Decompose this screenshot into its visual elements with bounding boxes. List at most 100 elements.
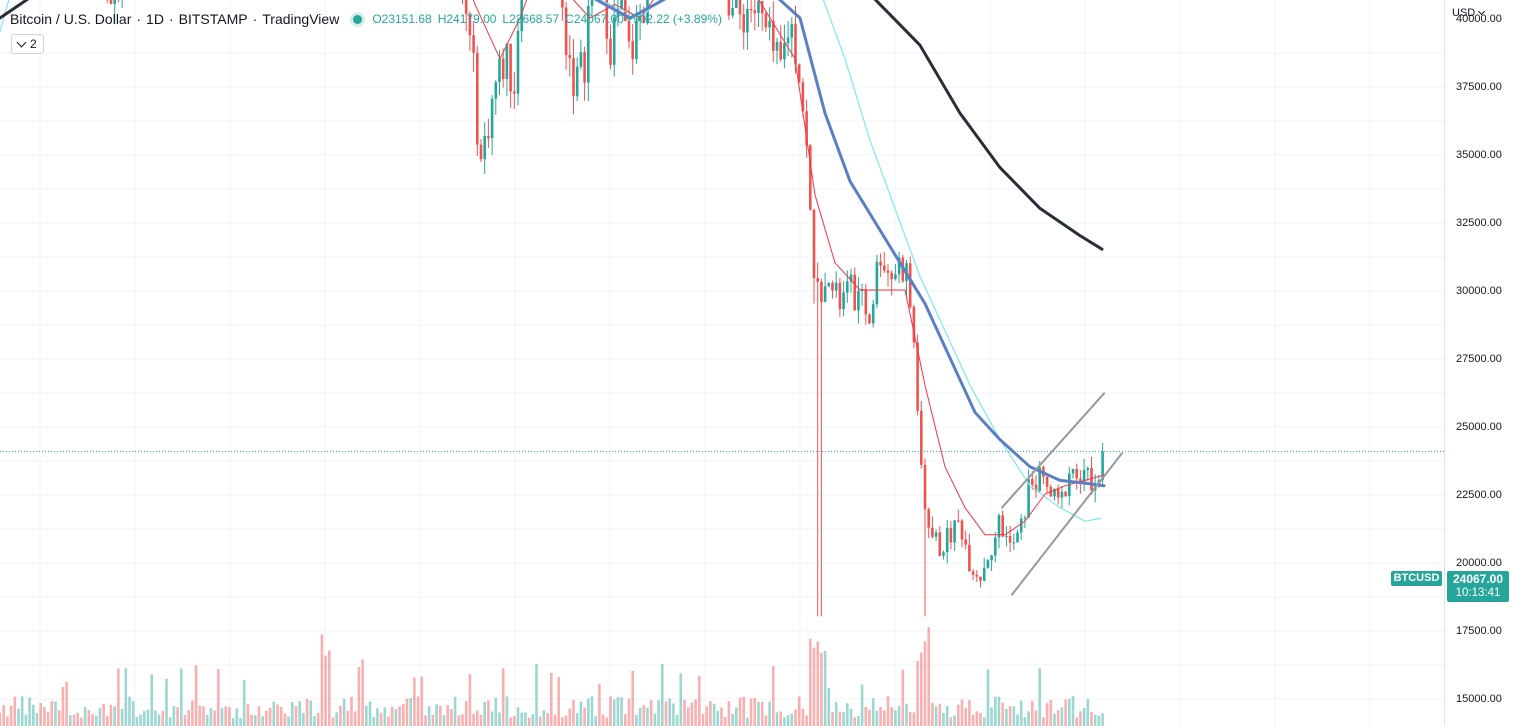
volume-bar <box>305 698 309 726</box>
candle <box>827 282 831 287</box>
candle <box>942 550 945 560</box>
candle <box>735 0 738 9</box>
volume-bar <box>43 707 46 726</box>
volume-bar <box>735 707 738 726</box>
candle <box>960 519 964 548</box>
change-value: +902.22 (+3.89%) <box>625 12 722 26</box>
volume-bar <box>712 703 716 726</box>
candle <box>520 0 523 43</box>
volume-bar <box>353 711 357 726</box>
volume-bar <box>402 703 405 726</box>
volume-bar <box>642 705 646 726</box>
candle <box>812 208 816 304</box>
candle <box>727 0 731 20</box>
volume-bar <box>564 715 568 726</box>
volume-bar <box>435 704 438 726</box>
volume-bar <box>609 696 612 726</box>
volume-bar <box>923 641 927 726</box>
volume-bar <box>180 668 183 726</box>
volume-bar <box>339 705 342 726</box>
volume-bar <box>979 712 982 726</box>
volume-bar <box>80 717 83 726</box>
volume-bar <box>102 703 105 726</box>
volume-bar <box>76 712 79 726</box>
volume-bar <box>1075 717 1078 726</box>
indicators-collapse-button[interactable]: 2 <box>11 34 44 54</box>
volume-bar <box>228 707 231 726</box>
volume-bar <box>857 716 860 726</box>
currency-selector[interactable]: USD <box>1452 7 1486 19</box>
candle <box>920 400 923 469</box>
volume-series <box>0 627 1104 726</box>
candle <box>864 284 868 325</box>
candle <box>1012 533 1016 550</box>
volume-bar <box>450 709 453 726</box>
volume-bar <box>953 715 956 726</box>
volume-bar <box>986 669 990 726</box>
volume-bar <box>513 715 516 726</box>
candle <box>746 0 749 50</box>
volume-bar <box>901 669 905 726</box>
volume-bar <box>1053 713 1056 726</box>
market-status-icon <box>353 14 363 24</box>
candle <box>1005 526 1008 547</box>
volume-bar <box>302 712 305 726</box>
volume-bar <box>128 696 131 726</box>
candle <box>590 0 594 18</box>
volume-bar <box>727 701 731 726</box>
volume-bar <box>809 638 812 726</box>
interval-label[interactable]: 1D <box>146 11 164 27</box>
volume-bar <box>457 715 461 726</box>
candle <box>975 570 979 583</box>
volume-bar <box>209 708 213 726</box>
volume-bar <box>383 707 387 726</box>
channel-lower-line <box>1011 452 1123 596</box>
candle <box>823 272 827 303</box>
volume-bar <box>686 707 690 726</box>
volume-bar <box>842 712 845 726</box>
candle <box>1008 525 1012 553</box>
candle <box>809 143 812 211</box>
volume-bar <box>531 714 535 726</box>
candle <box>886 263 890 287</box>
volume-bar <box>601 714 605 726</box>
volume-bar <box>250 714 253 726</box>
candle <box>923 458 927 617</box>
volume-bar <box>620 697 623 726</box>
volume-bar <box>405 698 409 726</box>
candle <box>509 43 512 108</box>
volume-bar <box>690 702 694 726</box>
candle <box>1086 466 1090 481</box>
volume-bar <box>868 709 871 726</box>
volume-bar <box>368 701 372 726</box>
volume-bar <box>1001 702 1004 726</box>
volume-bar <box>661 664 664 726</box>
volume-bar <box>46 712 50 726</box>
candle <box>113 0 116 25</box>
volume-bar <box>1045 703 1049 726</box>
legend-separator: · <box>252 11 258 27</box>
volume-bar <box>191 700 194 726</box>
volume-bar <box>69 715 72 726</box>
volume-bar <box>231 717 235 726</box>
volume-bar <box>768 701 771 726</box>
candle <box>764 11 768 33</box>
volume-bar <box>775 712 779 726</box>
candle <box>579 39 583 70</box>
volume-bar <box>945 706 949 726</box>
symbol-name[interactable]: Bitcoin / U.S. Dollar <box>10 11 132 27</box>
volume-bar <box>350 696 353 726</box>
candle <box>1075 463 1078 490</box>
volume-bar <box>1082 707 1086 726</box>
volume-bar <box>971 714 975 726</box>
volume-bar <box>291 702 294 726</box>
volume-bar <box>801 708 805 726</box>
volume-bar <box>879 706 882 726</box>
volume-bar <box>331 717 335 726</box>
candle <box>1019 514 1023 541</box>
candle <box>775 37 779 65</box>
candle <box>516 17 520 106</box>
volume-bar <box>764 715 768 726</box>
symbol-price-tag: BTCUSD <box>1391 571 1442 586</box>
